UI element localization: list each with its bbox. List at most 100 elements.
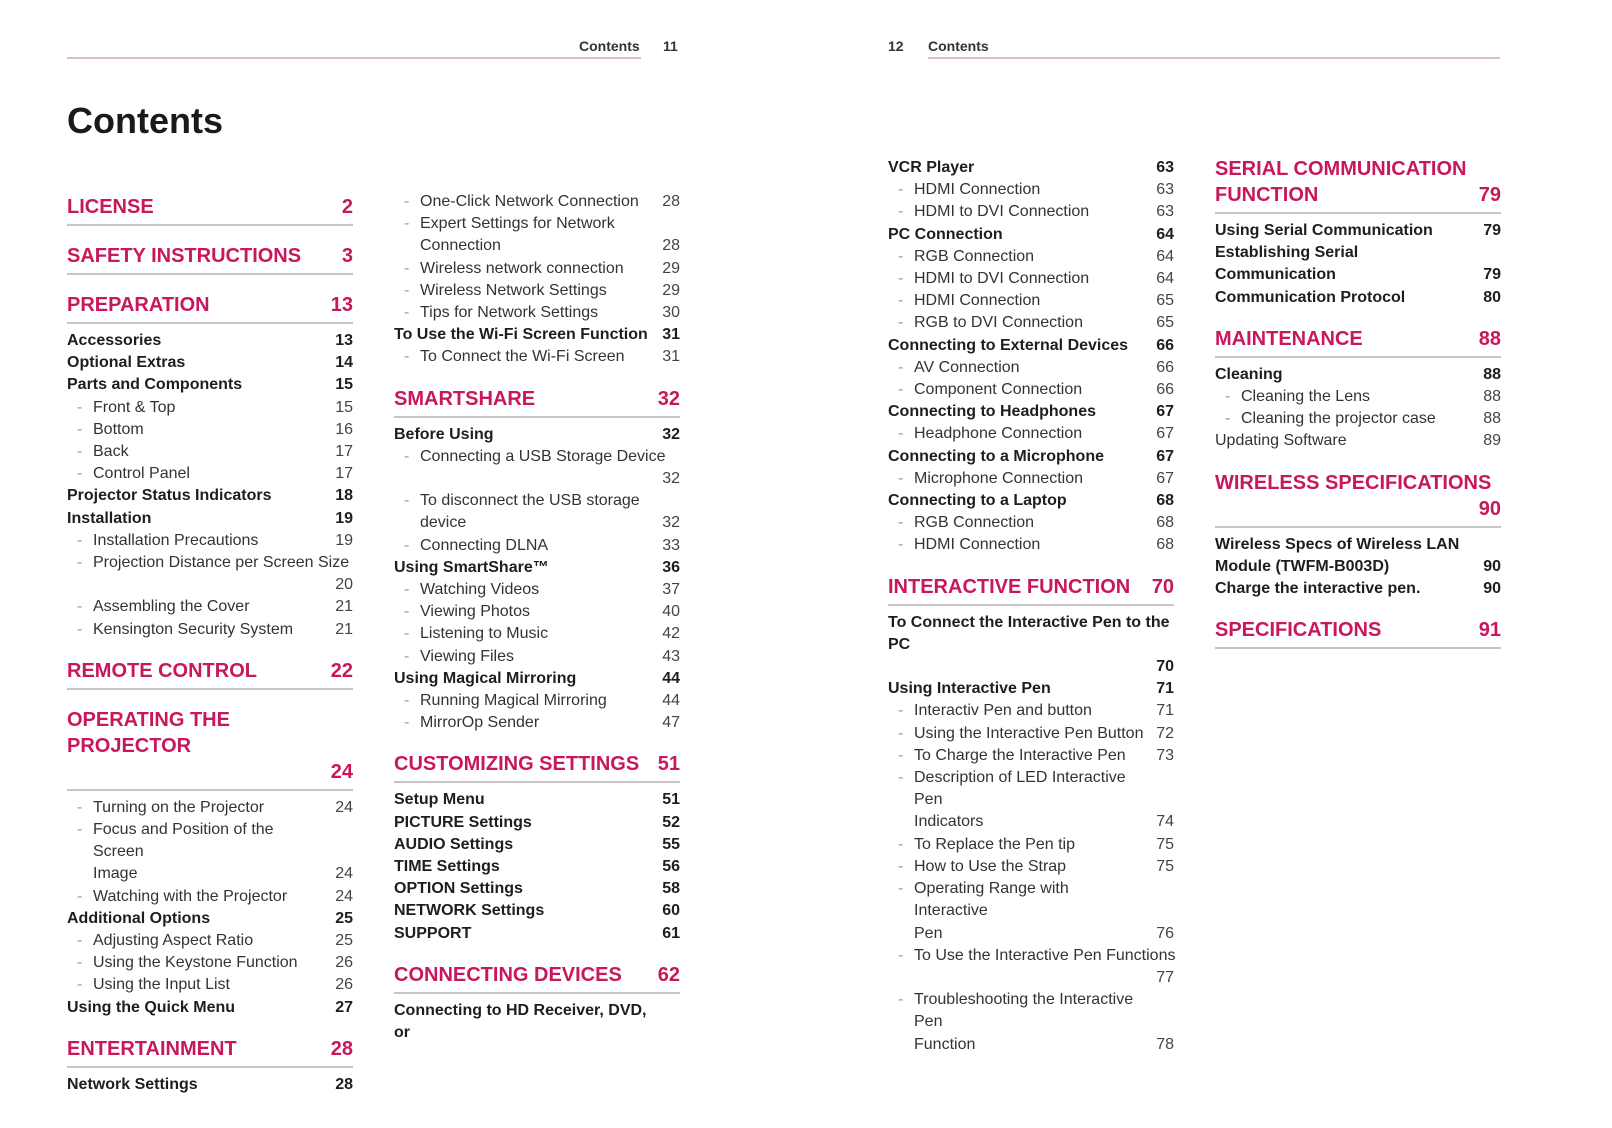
toc-entry[interactable]: RGB to DVI Connection 65 xyxy=(888,312,1174,334)
toc-entry[interactable]: Headphone Connection 67 xyxy=(888,423,1174,445)
toc-entry[interactable]: Cleaning the projector case 88 xyxy=(1215,408,1501,430)
toc-section-heading[interactable]: INTERACTIVE FUNCTION 70 xyxy=(888,574,1174,606)
toc-entry[interactable]: To Connect the Wi-Fi Screen 31 xyxy=(394,346,680,368)
toc-entry[interactable]: Before Using 32 xyxy=(394,424,680,446)
toc-entry[interactable]: One-Click Network Connection 28 xyxy=(394,191,680,213)
toc-section-heading[interactable]: PREPARATION 13 xyxy=(67,292,353,324)
toc-entry[interactable]: Interactiv Pen and button 71 xyxy=(888,700,1174,722)
toc-entry[interactable]: Using Magical Mirroring 44 xyxy=(394,668,680,690)
toc-entry[interactable]: Control Panel 17 xyxy=(67,463,353,485)
toc-entry[interactable]: To Connect the Interactive Pen to the PC… xyxy=(888,612,1174,679)
toc-entry[interactable]: Using Serial Communication 79 xyxy=(1215,220,1501,242)
toc-entry[interactable]: To Replace the Pen tip 75 xyxy=(888,834,1174,856)
toc-entry[interactable]: Using the Keystone Function 26 xyxy=(67,952,353,974)
toc-entry[interactable]: Tips for Network Settings 30 xyxy=(394,302,680,324)
toc-section-heading[interactable]: REMOTE CONTROL 22 xyxy=(67,658,353,690)
toc-entry[interactable]: HDMI to DVI Connection 63 xyxy=(888,201,1174,223)
toc-section-heading[interactable]: CUSTOMIZING SETTINGS 51 xyxy=(394,751,680,784)
toc-entry[interactable]: Installation Precautions 19 xyxy=(67,530,353,552)
toc-entry[interactable]: HDMI Connection 63 xyxy=(888,179,1174,201)
toc-entry[interactable]: To disconnect the USB storage device 32 xyxy=(394,490,680,534)
toc-entry[interactable]: Cleaning 88 xyxy=(1215,364,1501,386)
toc-section-heading[interactable]: SERIAL COMMUNICATION FUNCTION 79 xyxy=(1215,156,1501,214)
toc-entry[interactable]: AUDIO Settings 55 xyxy=(394,834,680,856)
toc-entry[interactable]: Connecting to a Laptop 68 xyxy=(888,490,1174,512)
toc-section-heading[interactable]: SPECIFICATIONS 91 xyxy=(1215,617,1501,650)
toc-entry[interactable]: SUPPORT 61 xyxy=(394,923,680,945)
toc-entry[interactable]: Microphone Connection 67 xyxy=(888,468,1174,490)
toc-entry[interactable]: Using Interactive Pen 71 xyxy=(888,678,1174,700)
toc-entry[interactable]: Additional Options 25 xyxy=(67,908,353,930)
toc-entry[interactable]: Using the Quick Menu 27 xyxy=(67,997,353,1019)
toc-entry[interactable]: Bottom 16 xyxy=(67,419,353,441)
toc-section-heading[interactable]: SMARTSHARE 32 xyxy=(394,386,680,418)
toc-entry[interactable]: Charge the interactive pen. 90 xyxy=(1215,578,1501,600)
toc-entry[interactable]: Back 17 xyxy=(67,441,353,463)
toc-section-heading[interactable]: SAFETY INSTRUCTIONS 3 xyxy=(67,243,353,275)
toc-entry[interactable]: Wireless network connection 29 xyxy=(394,258,680,280)
toc-entry[interactable]: Using SmartShare™ 36 xyxy=(394,557,680,579)
toc-entry[interactable]: To Use the Wi-Fi Screen Function 31 xyxy=(394,324,680,346)
toc-entry[interactable]: Expert Settings for Network Connection 28 xyxy=(394,213,680,257)
toc-entry[interactable]: Turning on the Projector 24 xyxy=(67,797,353,819)
toc-entry[interactable]: Communication Protocol 80 xyxy=(1215,287,1501,309)
toc-section-heading[interactable]: CONNECTING DEVICES 62 xyxy=(394,962,680,994)
toc-entry[interactable]: Installation 19 xyxy=(67,508,353,530)
toc-entry[interactable]: Connecting to External Devices 66 xyxy=(888,335,1174,357)
toc-entry[interactable]: Description of LED Interactive Pen Indic… xyxy=(888,767,1174,834)
toc-entry[interactable]: VCR Player 63 xyxy=(888,157,1174,179)
toc-entry[interactable]: Connecting to HD Receiver, DVD, or xyxy=(394,1000,680,1044)
toc-entry[interactable]: RGB Connection 68 xyxy=(888,512,1174,534)
toc-entry[interactable]: Troubleshooting the Interactive Pen Func… xyxy=(888,989,1174,1056)
toc-entry[interactable]: TIME Settings 56 xyxy=(394,856,680,878)
toc-entry[interactable]: Wireless Specs of Wireless LAN Module (T… xyxy=(1215,534,1501,578)
toc-entry[interactable]: Watching with the Projector 24 xyxy=(67,886,353,908)
toc-entry[interactable]: Running Magical Mirroring 44 xyxy=(394,690,680,712)
toc-entry[interactable]: Projector Status Indicators 18 xyxy=(67,485,353,507)
toc-section-heading[interactable]: WIRELESS SPECIFICATIONS 90 xyxy=(1215,470,1501,528)
toc-entry[interactable]: Connecting to a Microphone 67 xyxy=(888,446,1174,468)
toc-entry[interactable]: Viewing Photos 40 xyxy=(394,601,680,623)
toc-section-heading[interactable]: MAINTENANCE 88 xyxy=(1215,326,1501,358)
toc-section-heading[interactable]: ENTERTAINMENT 28 xyxy=(67,1036,353,1068)
toc-entry[interactable]: Cleaning the Lens 88 xyxy=(1215,386,1501,408)
toc-entry[interactable]: RGB Connection 64 xyxy=(888,246,1174,268)
toc-entry[interactable]: PICTURE Settings 52 xyxy=(394,812,680,834)
toc-entry[interactable]: How to Use the Strap 75 xyxy=(888,856,1174,878)
toc-entry[interactable]: Parts and Components 15 xyxy=(67,374,353,396)
toc-entry[interactable]: Connecting to Headphones 67 xyxy=(888,401,1174,423)
toc-entry[interactable]: Accessories 13 xyxy=(67,330,353,352)
toc-entry[interactable]: Front & Top 15 xyxy=(67,397,353,419)
toc-entry[interactable]: AV Connection 66 xyxy=(888,357,1174,379)
toc-entry[interactable]: Network Settings 28 xyxy=(67,1074,353,1096)
toc-entry[interactable]: Adjusting Aspect Ratio 25 xyxy=(67,930,353,952)
toc-entry[interactable]: OPTION Settings 58 xyxy=(394,878,680,900)
toc-entry[interactable]: Wireless Network Settings 29 xyxy=(394,280,680,302)
toc-entry[interactable]: To Charge the Interactive Pen 73 xyxy=(888,745,1174,767)
toc-entry[interactable]: Kensington Security System 21 xyxy=(67,619,353,641)
toc-entry[interactable]: Listening to Music 42 xyxy=(394,623,680,645)
toc-entry[interactable]: Establishing Serial Communication 79 xyxy=(1215,242,1501,286)
toc-entry[interactable]: Using the Interactive Pen Button 72 xyxy=(888,723,1174,745)
toc-section-heading[interactable]: OPERATING THE PROJECTOR 24 xyxy=(67,707,353,791)
toc-entry[interactable]: MirrorOp Sender 47 xyxy=(394,712,680,734)
toc-entry[interactable]: Updating Software 89 xyxy=(1215,430,1501,452)
toc-entry[interactable]: Operating Range with Interactive Pen 76 xyxy=(888,878,1174,945)
toc-entry[interactable]: Viewing Files 43 xyxy=(394,646,680,668)
toc-entry[interactable]: Setup Menu 51 xyxy=(394,789,680,811)
toc-entry[interactable]: Watching Videos 37 xyxy=(394,579,680,601)
toc-entry[interactable]: Using the Input List 26 xyxy=(67,974,353,996)
toc-entry[interactable]: Component Connection 66 xyxy=(888,379,1174,401)
toc-entry[interactable]: Connecting DLNA 33 xyxy=(394,535,680,557)
toc-section-heading[interactable]: LICENSE 2 xyxy=(67,194,353,226)
toc-entry[interactable]: HDMI Connection 65 xyxy=(888,290,1174,312)
toc-entry[interactable]: Optional Extras 14 xyxy=(67,352,353,374)
toc-entry[interactable]: NETWORK Settings 60 xyxy=(394,900,680,922)
toc-entry[interactable]: HDMI Connection 68 xyxy=(888,534,1174,556)
toc-entry[interactable]: Focus and Position of the Screen Image 24 xyxy=(67,819,353,886)
toc-entry[interactable]: Assembling the Cover 21 xyxy=(67,596,353,618)
toc-entry[interactable]: HDMI to DVI Connection 64 xyxy=(888,268,1174,290)
